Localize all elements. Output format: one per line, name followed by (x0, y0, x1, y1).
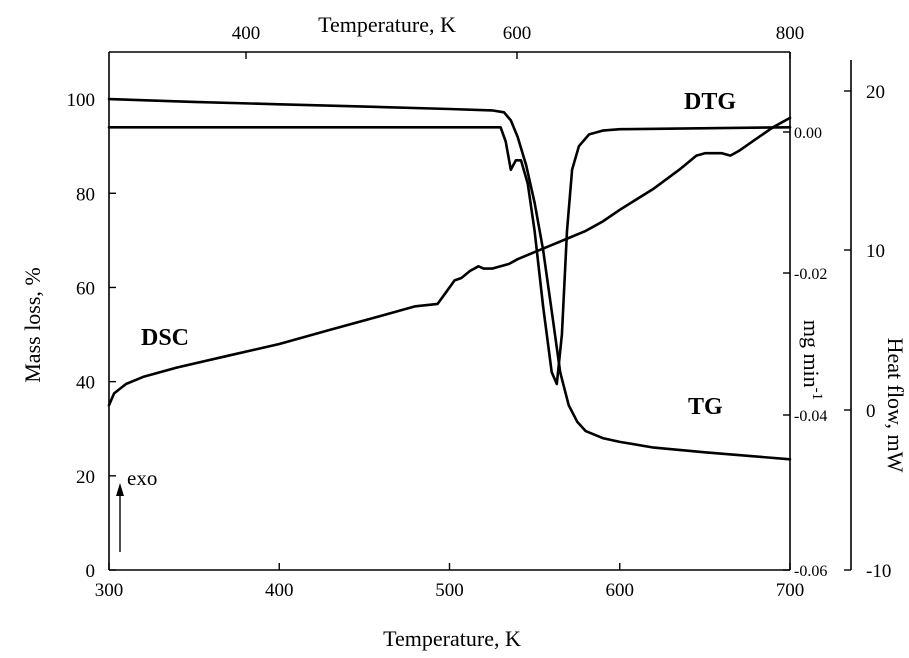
top-x-tick-label-2: 800 (776, 23, 805, 44)
top-x-tick-label-1: 600 (503, 23, 532, 44)
axes-frame (108, 51, 852, 571)
heatflow-axis-title: Heat flow, mW (883, 338, 908, 473)
dtg-axis-ticks: 0.00 -0.02 -0.04 -0.06 (783, 125, 827, 580)
heatflow-tick-label-1: 10 (866, 241, 885, 262)
y-tick-label-0: 0 (86, 561, 96, 582)
y-axis-title: Mass loss, % (20, 267, 45, 383)
x-tick-label-0: 300 (95, 580, 124, 601)
y-tick-label-5: 100 (67, 90, 96, 111)
x-axis-ticks: 300 400 500 600 700 (95, 563, 805, 601)
top-x-axis-title: Temperature, K (318, 12, 456, 37)
exo-arrow-icon (116, 483, 124, 552)
dsc-curve (107, 116, 792, 407)
y-tick-label-3: 60 (76, 278, 95, 299)
dtg-axis-title-sup: -1 (809, 388, 825, 401)
dtg-axis-title: mg min-1 (799, 320, 825, 400)
exo-label: exo (127, 466, 157, 490)
y-axis-ticks: 0 20 40 60 80 100 (67, 90, 116, 582)
heatflow-axis-ticks: 20 10 0 -10 (844, 82, 891, 582)
top-x-axis-ticks: 400 600 800 (232, 23, 805, 59)
dtg-axis-title-unit: mg min (799, 320, 824, 388)
top-x-tick-label-0: 400 (232, 23, 261, 44)
data-curves (107, 97, 792, 461)
dtg-tick-label-3: -0.06 (794, 563, 827, 580)
tg-curve (107, 97, 792, 461)
y-tick-label-1: 20 (76, 467, 95, 488)
heatflow-tick-label-0: 20 (866, 82, 885, 103)
heatflow-tick-label-3: -10 (866, 561, 891, 582)
dtg-tick-label-2: -0.04 (794, 408, 827, 425)
dtg-tick-label-1: -0.02 (794, 266, 827, 283)
x-tick-label-3: 600 (606, 580, 635, 601)
x-axis-title: Temperature, K (383, 626, 521, 651)
x-tick-label-1: 400 (265, 580, 294, 601)
dsc-label: DSC (141, 325, 189, 351)
x-tick-label-2: 500 (435, 580, 464, 601)
dtg-label: DTG (684, 89, 736, 115)
heatflow-tick-label-2: 0 (866, 401, 876, 422)
tg-label: TG (688, 394, 723, 420)
dtg-tick-label-0: 0.00 (794, 125, 822, 142)
y-tick-label-2: 40 (76, 373, 95, 394)
x-tick-label-4: 700 (776, 580, 805, 601)
dtg-curve (107, 126, 792, 386)
y-tick-label-4: 80 (76, 184, 95, 205)
